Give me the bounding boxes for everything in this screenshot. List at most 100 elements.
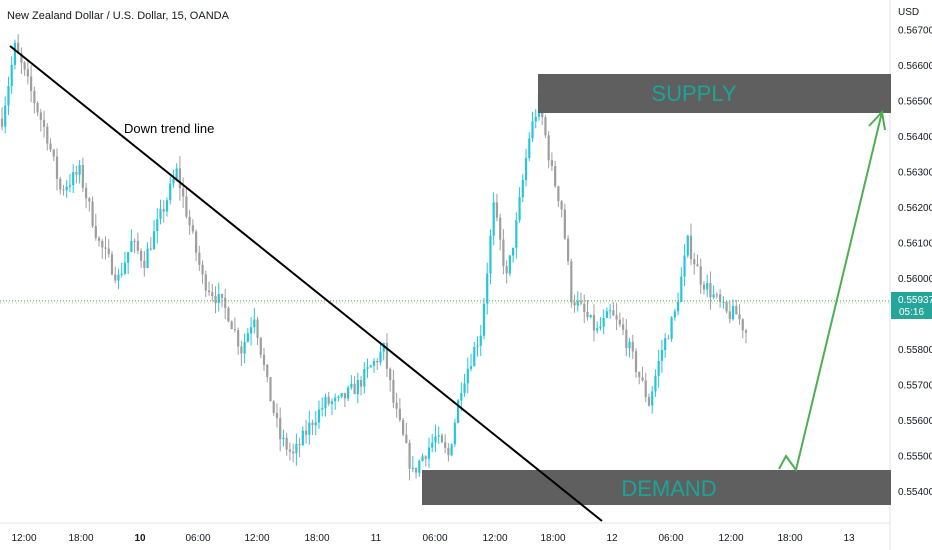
candle-body — [741, 319, 744, 331]
price-countdown: 05:16 — [899, 307, 924, 318]
currency-label: USD — [898, 7, 919, 18]
candle-body — [39, 112, 42, 120]
candle-body — [612, 310, 615, 316]
candle-body — [398, 408, 401, 420]
candle-body — [534, 116, 537, 122]
candle-body — [65, 186, 68, 191]
candle-body — [427, 447, 431, 459]
candle-body — [266, 364, 269, 378]
candle-body — [508, 255, 511, 274]
x-tick-label: 12 — [606, 533, 618, 544]
candle-body — [165, 200, 169, 212]
candle-body — [233, 329, 236, 331]
candle-body — [269, 377, 272, 402]
candle-body — [172, 178, 175, 184]
candle-body — [324, 396, 327, 409]
y-tick-label: 0.55800 — [898, 345, 932, 356]
candle-body — [146, 248, 149, 268]
candle-body — [696, 264, 699, 267]
candle-body — [317, 409, 321, 423]
candle-body — [673, 311, 676, 318]
candle-body — [431, 442, 434, 448]
candle-body — [518, 197, 521, 221]
chart-title: New Zealand Dollar / U.S. Dollar, 15, OA… — [7, 10, 230, 22]
y-tick-label: 0.56600 — [898, 61, 932, 72]
candle-body — [88, 198, 91, 202]
demand-zone-box[interactable] — [422, 470, 891, 505]
candle-body — [379, 351, 382, 363]
candle-body — [421, 456, 424, 461]
candle-body — [20, 53, 23, 63]
candle-body — [334, 397, 337, 402]
candle-body — [683, 255, 686, 277]
candle-body — [460, 392, 463, 401]
candle-body — [712, 294, 715, 298]
candle-body — [97, 237, 101, 241]
y-axis[interactable]: 0.56700 0.56600 0.56500 0.56400 0.56300 0.562… — [898, 26, 932, 499]
candle-body — [230, 321, 233, 330]
candle-body — [725, 301, 728, 312]
candle-body — [68, 185, 72, 187]
candle-body — [211, 292, 214, 297]
candle-body — [657, 360, 660, 377]
candle-body — [699, 266, 702, 285]
candle-body — [49, 143, 52, 150]
candle-body — [557, 186, 560, 202]
candle-body — [405, 434, 408, 443]
candle-body — [625, 329, 628, 349]
candle-body — [62, 189, 65, 191]
last-price-line — [0, 300, 890, 304]
candle-body — [117, 274, 120, 281]
candle-body — [23, 62, 26, 70]
x-tick-label: 18:00 — [68, 533, 93, 544]
candle-body — [709, 283, 712, 298]
candle-body — [143, 260, 146, 268]
candle-body — [52, 149, 55, 157]
supply-label: SUPPLY — [651, 81, 737, 106]
candle-body — [476, 345, 479, 348]
demand-zone[interactable]: DEMAND — [422, 470, 891, 505]
candle-body — [337, 396, 340, 398]
y-tick-label: 0.56200 — [898, 203, 932, 214]
candle-body — [308, 422, 311, 435]
candle-body — [719, 294, 722, 302]
candle-body — [156, 219, 159, 232]
candle-body — [424, 456, 427, 459]
candle-body — [288, 449, 291, 452]
supply-zone-box[interactable] — [538, 74, 891, 113]
projection-arrow[interactable] — [778, 109, 886, 473]
candle-body — [55, 156, 59, 179]
candle-body — [631, 341, 634, 352]
candle-body — [531, 121, 534, 139]
y-tick-label: 0.56700 — [898, 26, 932, 37]
candle-body — [495, 202, 499, 218]
candle-body — [256, 319, 259, 338]
down-trend-line[interactable] — [9, 45, 603, 522]
x-tick-label: 06:00 — [422, 533, 447, 544]
supply-zone[interactable]: SUPPLY — [538, 74, 891, 113]
candle-body — [744, 330, 748, 333]
candle-body — [140, 250, 143, 261]
candle-body — [4, 105, 7, 127]
candle-body — [512, 247, 515, 256]
candle-body — [298, 443, 301, 446]
y-tick-label: 0.56400 — [898, 132, 932, 143]
candle-body — [473, 347, 476, 367]
candle-body — [133, 240, 136, 242]
candle-body — [715, 294, 718, 296]
candle-body — [327, 396, 330, 404]
candle-body — [437, 435, 440, 437]
x-axis[interactable]: 12:00 18:00 10 06:00 12:00 18:00 11 06:00 12:00 1… — [11, 533, 855, 544]
candle-body — [444, 442, 447, 448]
candle-body — [592, 314, 596, 331]
x-tick-label: 13 — [843, 533, 855, 544]
candle-body — [26, 69, 29, 77]
y-tick-label: 0.55400 — [898, 487, 932, 498]
candle-body — [366, 367, 369, 369]
x-tick-label: 10 — [134, 533, 146, 544]
candle-body — [579, 301, 583, 304]
candle-body — [81, 164, 84, 188]
x-tick-label: 12:00 — [11, 533, 36, 544]
candle-body — [285, 437, 288, 450]
